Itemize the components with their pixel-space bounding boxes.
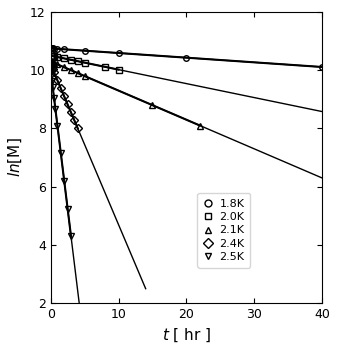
X-axis label: $t$ [ hr ]: $t$ [ hr ]	[162, 327, 211, 344]
Legend: 1.8K, 2.0K, 2.1K, 2.4K, 2.5K: 1.8K, 2.0K, 2.1K, 2.4K, 2.5K	[197, 193, 250, 267]
Y-axis label: $ln$[M]: $ln$[M]	[7, 138, 24, 178]
